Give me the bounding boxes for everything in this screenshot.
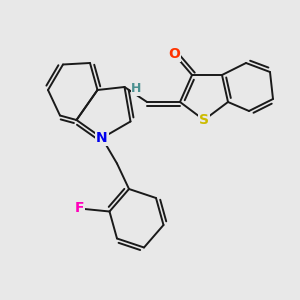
Text: H: H	[131, 82, 142, 95]
Text: S: S	[199, 113, 209, 127]
Text: N: N	[96, 131, 108, 145]
Text: O: O	[168, 47, 180, 61]
Text: F: F	[75, 202, 84, 215]
